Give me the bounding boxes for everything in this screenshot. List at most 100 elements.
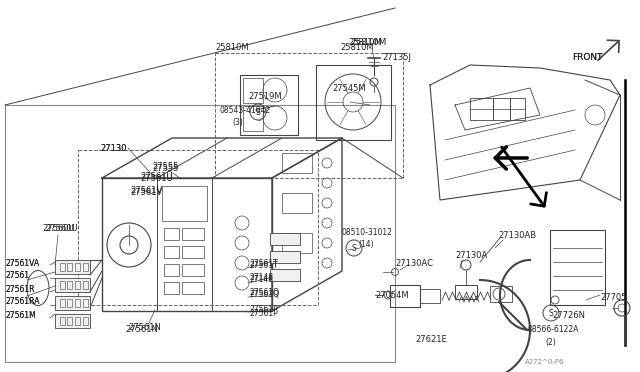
Text: 27561: 27561 [5,272,29,280]
Text: 25810M: 25810M [348,38,381,46]
Bar [78,150,318,305]
Bar [215,53,403,178]
Bar [243,78,263,103]
Text: 27561V: 27561V [130,187,163,196]
Text: S: S [548,308,554,317]
Text: 27561M: 27561M [5,311,36,320]
Text: 27561RA: 27561RA [5,298,40,307]
Bar [102,178,272,311]
Text: 27561Q: 27561Q [249,291,279,299]
Bar [83,299,88,307]
Text: FRONT: FRONT [572,52,602,61]
Text: (14): (14) [358,240,374,248]
Bar [550,230,605,305]
Bar [270,233,300,245]
Bar [282,153,312,173]
Bar [420,289,440,303]
Bar [390,285,420,307]
Bar [164,246,179,258]
Text: 27148: 27148 [249,276,273,285]
Text: 08566-6122A: 08566-6122A [527,326,579,334]
Bar [83,263,88,271]
Text: 27560U: 27560U [45,224,77,232]
Bar [60,281,65,289]
Bar [270,269,300,281]
Bar [182,228,204,240]
Bar [182,246,204,258]
Text: 27130: 27130 [100,144,127,153]
Text: 27561U: 27561U [140,173,173,183]
Text: 27561VA: 27561VA [5,259,39,267]
Bar [55,260,90,274]
Text: 27555: 27555 [152,161,179,170]
Bar [75,263,80,271]
Bar [55,278,90,292]
Bar [75,299,80,307]
Text: 27054M: 27054M [375,291,408,299]
Text: 27545M: 27545M [332,83,365,93]
Text: 27560U: 27560U [42,224,75,232]
Bar [67,281,72,289]
Text: 27561P: 27561P [249,305,278,314]
Bar [60,263,65,271]
Text: 08543-41042: 08543-41042 [220,106,271,115]
Text: 27726N: 27726N [552,311,585,320]
Text: 27561Q: 27561Q [249,289,279,298]
Text: 27555: 27555 [152,164,179,173]
Text: 27561V: 27561V [130,186,163,195]
Bar [83,281,88,289]
Bar [164,264,179,276]
Text: 27561N: 27561N [128,324,161,333]
Text: (3): (3) [232,118,243,126]
Bar [316,65,391,140]
Text: 25810M: 25810M [350,38,387,46]
Bar [490,286,512,302]
Text: 27561R: 27561R [5,285,35,294]
Text: 27135J: 27135J [382,52,411,61]
Text: S: S [351,244,356,253]
Text: 27705: 27705 [600,294,627,302]
Text: 27130AC: 27130AC [395,259,433,267]
Text: 27621E: 27621E [415,336,447,344]
Text: 27561P: 27561P [249,308,278,317]
Bar [5,105,395,362]
Text: 27130AB: 27130AB [498,231,536,240]
Text: 25810M: 25810M [340,42,374,51]
Text: (2): (2) [545,337,556,346]
Text: 27130: 27130 [100,144,127,153]
Bar [60,299,65,307]
Text: 25810M: 25810M [215,42,248,51]
Text: 27561T: 27561T [249,260,278,269]
Text: 27561T: 27561T [249,259,278,267]
Text: 27561N: 27561N [125,326,158,334]
Text: 27561: 27561 [5,272,29,280]
Text: 27148: 27148 [249,273,273,282]
Bar [67,317,72,325]
Bar [75,281,80,289]
Bar [182,264,204,276]
Text: 08510-31012: 08510-31012 [342,228,393,237]
Bar [240,75,298,135]
Bar [455,285,477,299]
Bar [182,282,204,294]
Text: 27561VA: 27561VA [5,259,39,267]
Bar [162,186,207,221]
Bar [67,299,72,307]
Bar [75,317,80,325]
Bar [55,314,90,328]
Bar [282,233,312,253]
Text: 27130A: 27130A [455,250,487,260]
Text: A272^0-P6: A272^0-P6 [525,359,564,365]
Bar [243,106,263,131]
Text: 27561M: 27561M [5,311,36,320]
Text: 27519M: 27519M [248,92,282,100]
Bar [282,193,312,213]
Bar [83,317,88,325]
Text: 27561RA: 27561RA [5,298,40,307]
Bar [55,296,90,310]
Bar [470,98,525,120]
Text: S: S [255,108,260,116]
Bar [60,317,65,325]
Bar [164,282,179,294]
Bar [67,263,72,271]
